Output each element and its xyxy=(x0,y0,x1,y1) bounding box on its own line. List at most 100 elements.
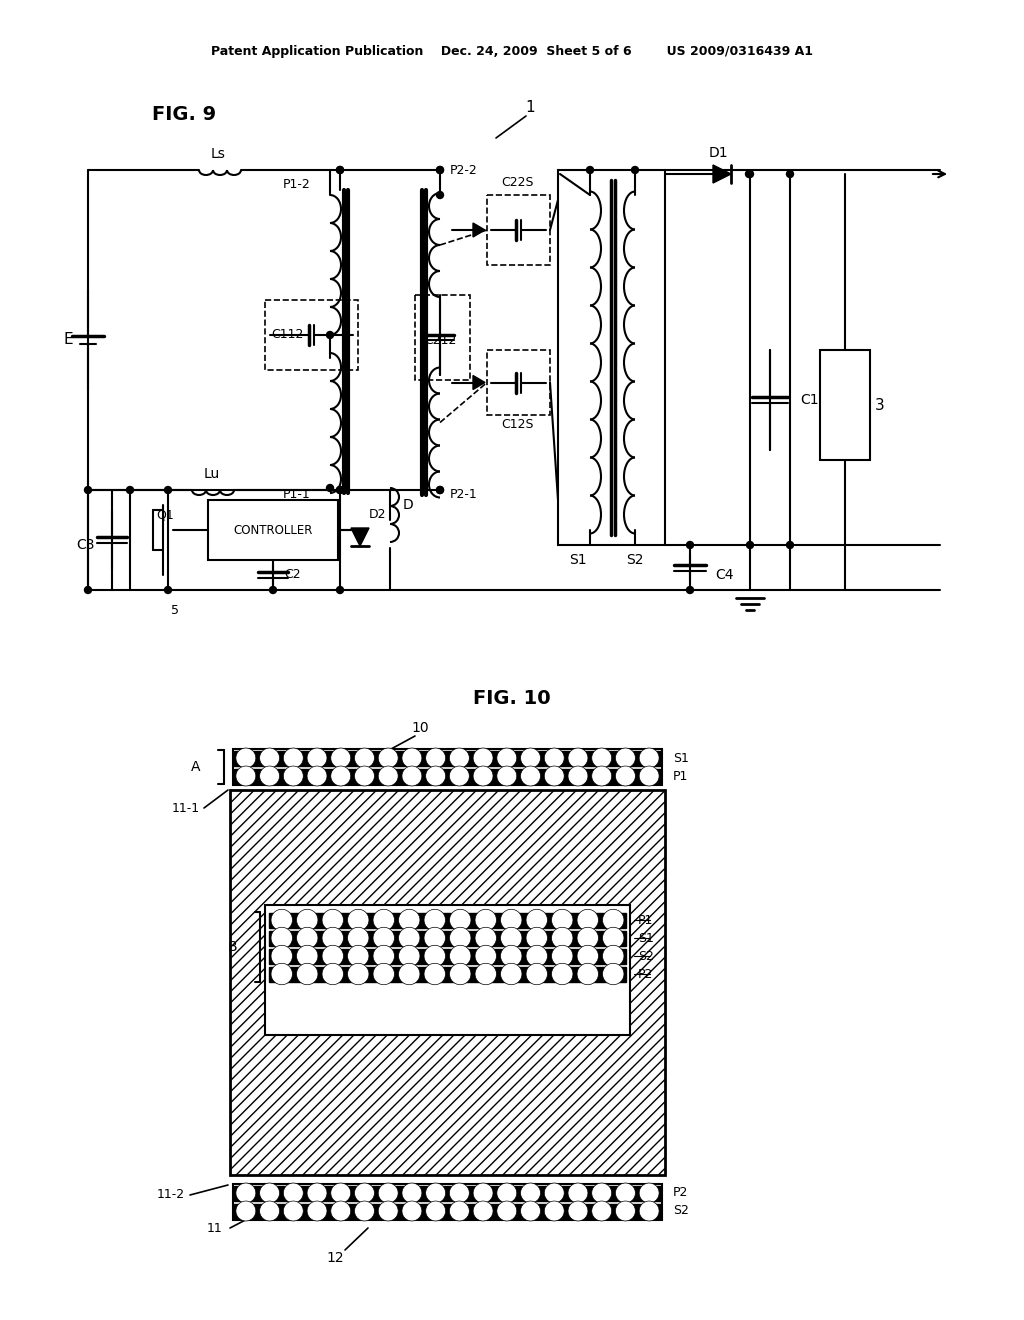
Bar xyxy=(234,768,662,784)
Text: 11-1: 11-1 xyxy=(172,801,200,814)
Circle shape xyxy=(354,766,375,785)
Text: C22S: C22S xyxy=(502,176,535,189)
Text: S1: S1 xyxy=(569,553,587,568)
Text: P2: P2 xyxy=(673,1187,688,1200)
Circle shape xyxy=(592,748,611,768)
Circle shape xyxy=(297,909,318,931)
Circle shape xyxy=(127,487,133,494)
Circle shape xyxy=(632,166,639,173)
Circle shape xyxy=(501,945,522,966)
Circle shape xyxy=(337,487,343,494)
Circle shape xyxy=(424,909,445,931)
Circle shape xyxy=(578,927,598,949)
Circle shape xyxy=(236,1183,256,1203)
Circle shape xyxy=(378,748,398,768)
Circle shape xyxy=(378,1183,398,1203)
Bar xyxy=(558,170,665,545)
Circle shape xyxy=(473,1201,493,1221)
Circle shape xyxy=(402,1201,422,1221)
Circle shape xyxy=(337,166,343,173)
Circle shape xyxy=(260,748,280,768)
Text: P2-2: P2-2 xyxy=(450,164,478,177)
Circle shape xyxy=(786,170,794,177)
Circle shape xyxy=(331,1201,350,1221)
Text: FIG. 9: FIG. 9 xyxy=(152,106,216,124)
Bar xyxy=(234,751,662,766)
Circle shape xyxy=(786,541,794,549)
Circle shape xyxy=(307,748,327,768)
Circle shape xyxy=(501,964,522,985)
Circle shape xyxy=(746,541,754,549)
Circle shape xyxy=(354,1183,375,1203)
Circle shape xyxy=(615,1183,635,1203)
Circle shape xyxy=(398,945,420,966)
Circle shape xyxy=(402,1183,422,1203)
Circle shape xyxy=(520,1201,541,1221)
Circle shape xyxy=(602,927,624,949)
Circle shape xyxy=(85,586,91,594)
Circle shape xyxy=(337,586,343,594)
Text: E: E xyxy=(63,333,73,347)
Circle shape xyxy=(426,766,445,785)
Circle shape xyxy=(568,766,588,785)
Circle shape xyxy=(337,166,343,173)
Circle shape xyxy=(578,909,598,931)
Circle shape xyxy=(450,748,469,768)
Circle shape xyxy=(165,487,171,494)
Circle shape xyxy=(271,945,293,966)
Circle shape xyxy=(269,586,276,594)
Circle shape xyxy=(260,1183,280,1203)
Circle shape xyxy=(331,1183,350,1203)
Circle shape xyxy=(450,909,471,931)
Text: C2: C2 xyxy=(285,569,301,582)
Circle shape xyxy=(322,927,343,949)
Circle shape xyxy=(545,1183,564,1203)
Circle shape xyxy=(165,586,171,594)
Bar xyxy=(820,350,870,459)
Circle shape xyxy=(475,927,497,949)
Circle shape xyxy=(545,766,564,785)
Polygon shape xyxy=(473,375,485,389)
Text: C1: C1 xyxy=(800,393,818,407)
Circle shape xyxy=(327,484,334,491)
Circle shape xyxy=(686,586,693,594)
Circle shape xyxy=(436,166,443,173)
Text: 10: 10 xyxy=(412,721,429,735)
Circle shape xyxy=(578,945,598,966)
Text: C4: C4 xyxy=(715,568,733,582)
Circle shape xyxy=(297,964,318,985)
Circle shape xyxy=(337,487,343,494)
Bar xyxy=(234,1185,662,1200)
Circle shape xyxy=(520,748,541,768)
Circle shape xyxy=(552,945,573,966)
Circle shape xyxy=(568,1183,588,1203)
Circle shape xyxy=(615,766,635,785)
Circle shape xyxy=(322,964,343,985)
Text: S2: S2 xyxy=(638,949,654,962)
Circle shape xyxy=(260,1201,280,1221)
Circle shape xyxy=(284,766,303,785)
Circle shape xyxy=(424,945,445,966)
Circle shape xyxy=(545,748,564,768)
Circle shape xyxy=(602,909,624,931)
Text: D1: D1 xyxy=(709,147,728,160)
Circle shape xyxy=(475,964,497,985)
Text: Patent Application Publication    Dec. 24, 2009  Sheet 5 of 6        US 2009/031: Patent Application Publication Dec. 24, … xyxy=(211,45,813,58)
Circle shape xyxy=(398,909,420,931)
Circle shape xyxy=(615,748,635,768)
Bar xyxy=(208,500,338,560)
Circle shape xyxy=(424,964,445,985)
Circle shape xyxy=(398,964,420,985)
Circle shape xyxy=(378,766,398,785)
Circle shape xyxy=(271,927,293,949)
Circle shape xyxy=(297,945,318,966)
Circle shape xyxy=(473,766,493,785)
Circle shape xyxy=(686,541,693,549)
Circle shape xyxy=(497,1183,517,1203)
Circle shape xyxy=(450,927,471,949)
Bar xyxy=(269,931,626,945)
Circle shape xyxy=(354,1201,375,1221)
Circle shape xyxy=(639,1183,659,1203)
Circle shape xyxy=(639,748,659,768)
Circle shape xyxy=(436,166,443,173)
